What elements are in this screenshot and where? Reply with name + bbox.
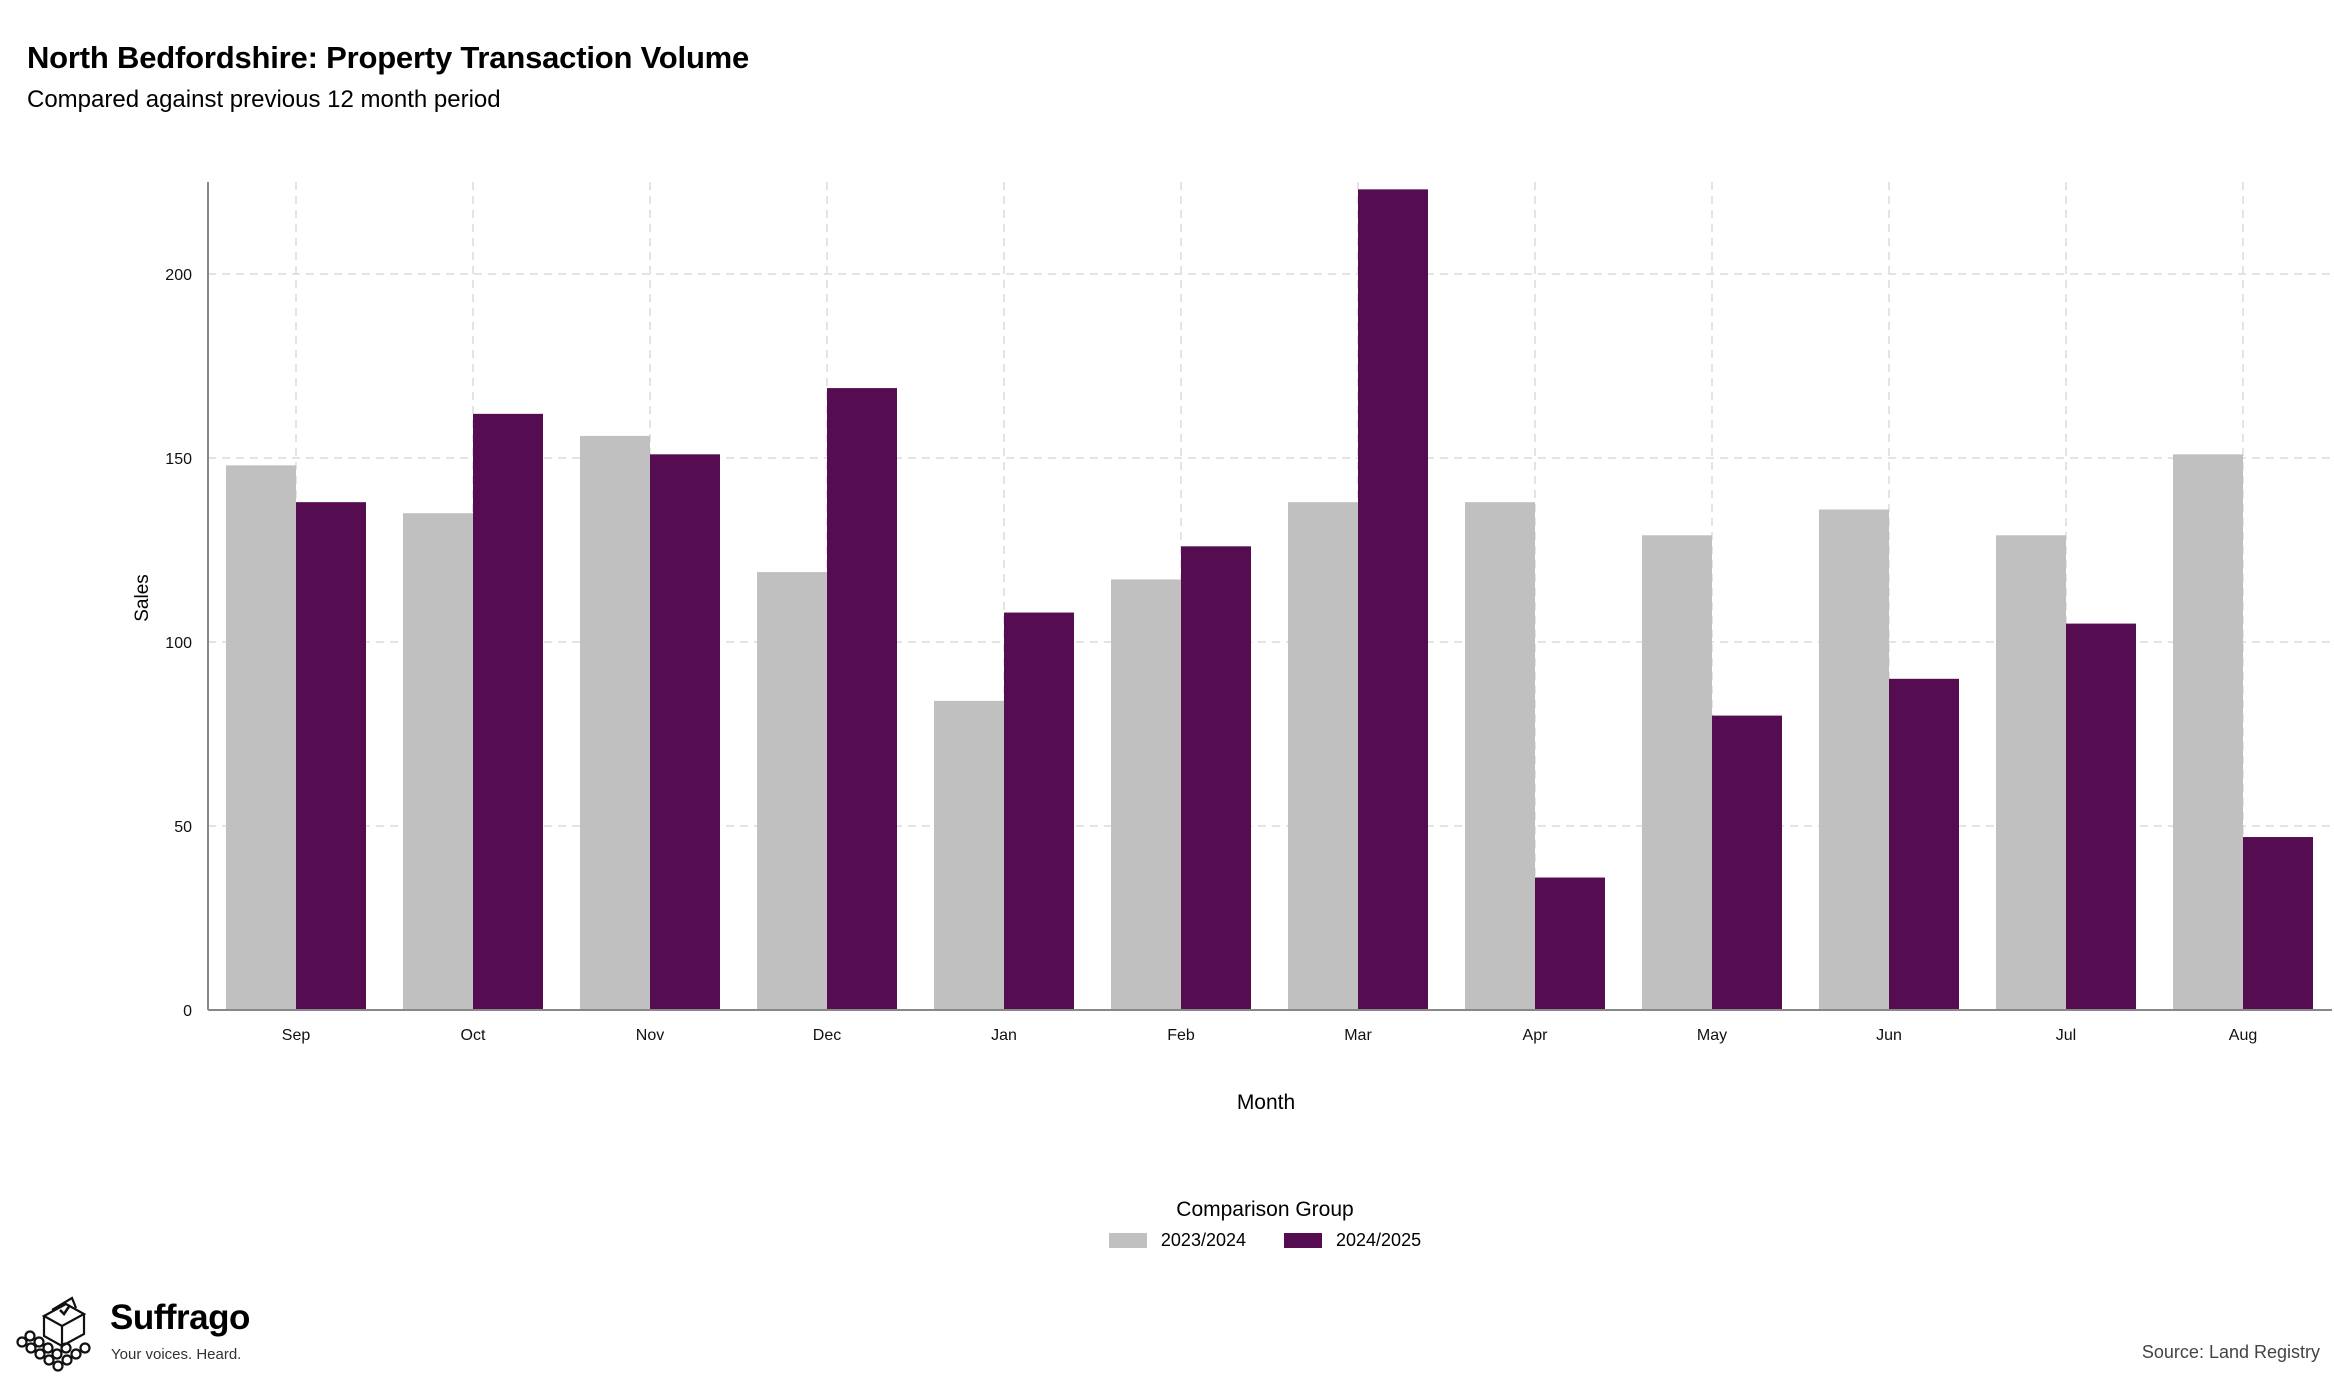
bar-2023-2024-feb (1111, 579, 1181, 1010)
bar-2024-2025-may (1712, 715, 1782, 1010)
bar-2024-2025-jul (2066, 623, 2136, 1010)
bar-2023-2024-aug (2173, 454, 2243, 1010)
bar-2023-2024-apr (1465, 502, 1535, 1010)
bar-2023-2024-jul (1996, 535, 2066, 1010)
x-tick-label: Nov (636, 1027, 664, 1044)
legend-items: 2023/2024 2024/2025 (196, 1230, 2334, 1251)
x-tick-label: Feb (1167, 1027, 1195, 1044)
y-tick-label: 50 (174, 819, 192, 836)
bar-2024-2025-mar (1358, 189, 1428, 1011)
legend-swatch-2024-2025 (1284, 1233, 1322, 1248)
legend-label-2024-2025: 2024/2025 (1336, 1230, 1422, 1250)
x-tick-label: Apr (1523, 1027, 1549, 1044)
y-axis-label: Sales (132, 574, 153, 622)
bar-chart: 0 50 100 150 200 Sep Oct Nov Dec Jan Feb Mar Apr May J… (132, 182, 2332, 1114)
legend-item-2023-2024: 2023/2024 (1108, 1230, 1246, 1251)
ballot-box-crowd-icon (16, 1296, 91, 1372)
brand-logo: Suffrago Your voices. Heard. (14, 1296, 274, 1376)
chart-subtitle: Compared against previous 12 month perio… (27, 86, 501, 113)
x-tick-label: Dec (813, 1027, 841, 1044)
y-tick-label: 100 (165, 635, 192, 652)
brand-name: Suffrago (110, 1298, 250, 1337)
x-tick-label: Oct (461, 1027, 486, 1044)
x-tick-label: May (1697, 1027, 1727, 1044)
bar-2023-2024-nov (580, 435, 650, 1010)
x-tick-label: Sep (282, 1027, 311, 1044)
bar-2024-2025-oct (473, 413, 543, 1011)
bar-2024-2025-nov (650, 454, 720, 1010)
bar-2024-2025-sep (296, 502, 366, 1010)
bar-2024-2025-jan (1004, 612, 1074, 1010)
bar-2023-2024-oct (403, 513, 473, 1010)
legend: Comparison Group 2023/2024 2024/2025 (0, 1198, 2334, 1251)
y-tick-label: 0 (183, 1003, 192, 1020)
bar-2023-2024-may (1642, 535, 1712, 1010)
legend-swatch-2023-2024 (1108, 1233, 1147, 1248)
bar-2024-2025-dec (827, 388, 897, 1011)
bar-2024-2025-apr (1535, 877, 1605, 1010)
legend-label-2023-2024: 2023/2024 (1160, 1230, 1246, 1250)
bar-2023-2024-jan (934, 700, 1004, 1010)
x-tick-label: Mar (1344, 1027, 1372, 1044)
x-tick-label: Jun (1876, 1027, 1902, 1044)
legend-item-2024-2025: 2024/2025 (1284, 1230, 1421, 1251)
source-note: Source: Land Registry (2141, 1342, 2320, 1362)
x-tick-label: Jan (991, 1027, 1017, 1044)
bar-2023-2024-dec (757, 572, 827, 1010)
legend-title: Comparison Group (1176, 1198, 1354, 1221)
y-tick-label: 200 (165, 267, 192, 284)
chart-title: North Bedfordshire: Property Transaction… (27, 40, 750, 75)
bar-2024-2025-feb (1181, 546, 1251, 1010)
x-tick-label: Aug (2229, 1027, 2257, 1044)
x-tick-label: Jul (2056, 1027, 2076, 1044)
bars (226, 189, 2313, 1011)
bar-2023-2024-jun (1819, 509, 1889, 1010)
bar-2023-2024-mar (1288, 502, 1358, 1010)
bar-2024-2025-aug (2243, 837, 2313, 1010)
y-tick-label: 150 (165, 451, 192, 468)
brand-tagline: Your voices. Heard. (111, 1346, 242, 1363)
bar-2024-2025-jun (1889, 678, 1959, 1010)
x-axis-label: Month (1237, 1091, 1295, 1114)
bar-2023-2024-sep (226, 465, 296, 1010)
axes: 0 50 100 150 200 Sep Oct Nov Dec Jan Feb Mar Apr May J… (165, 182, 2332, 1044)
